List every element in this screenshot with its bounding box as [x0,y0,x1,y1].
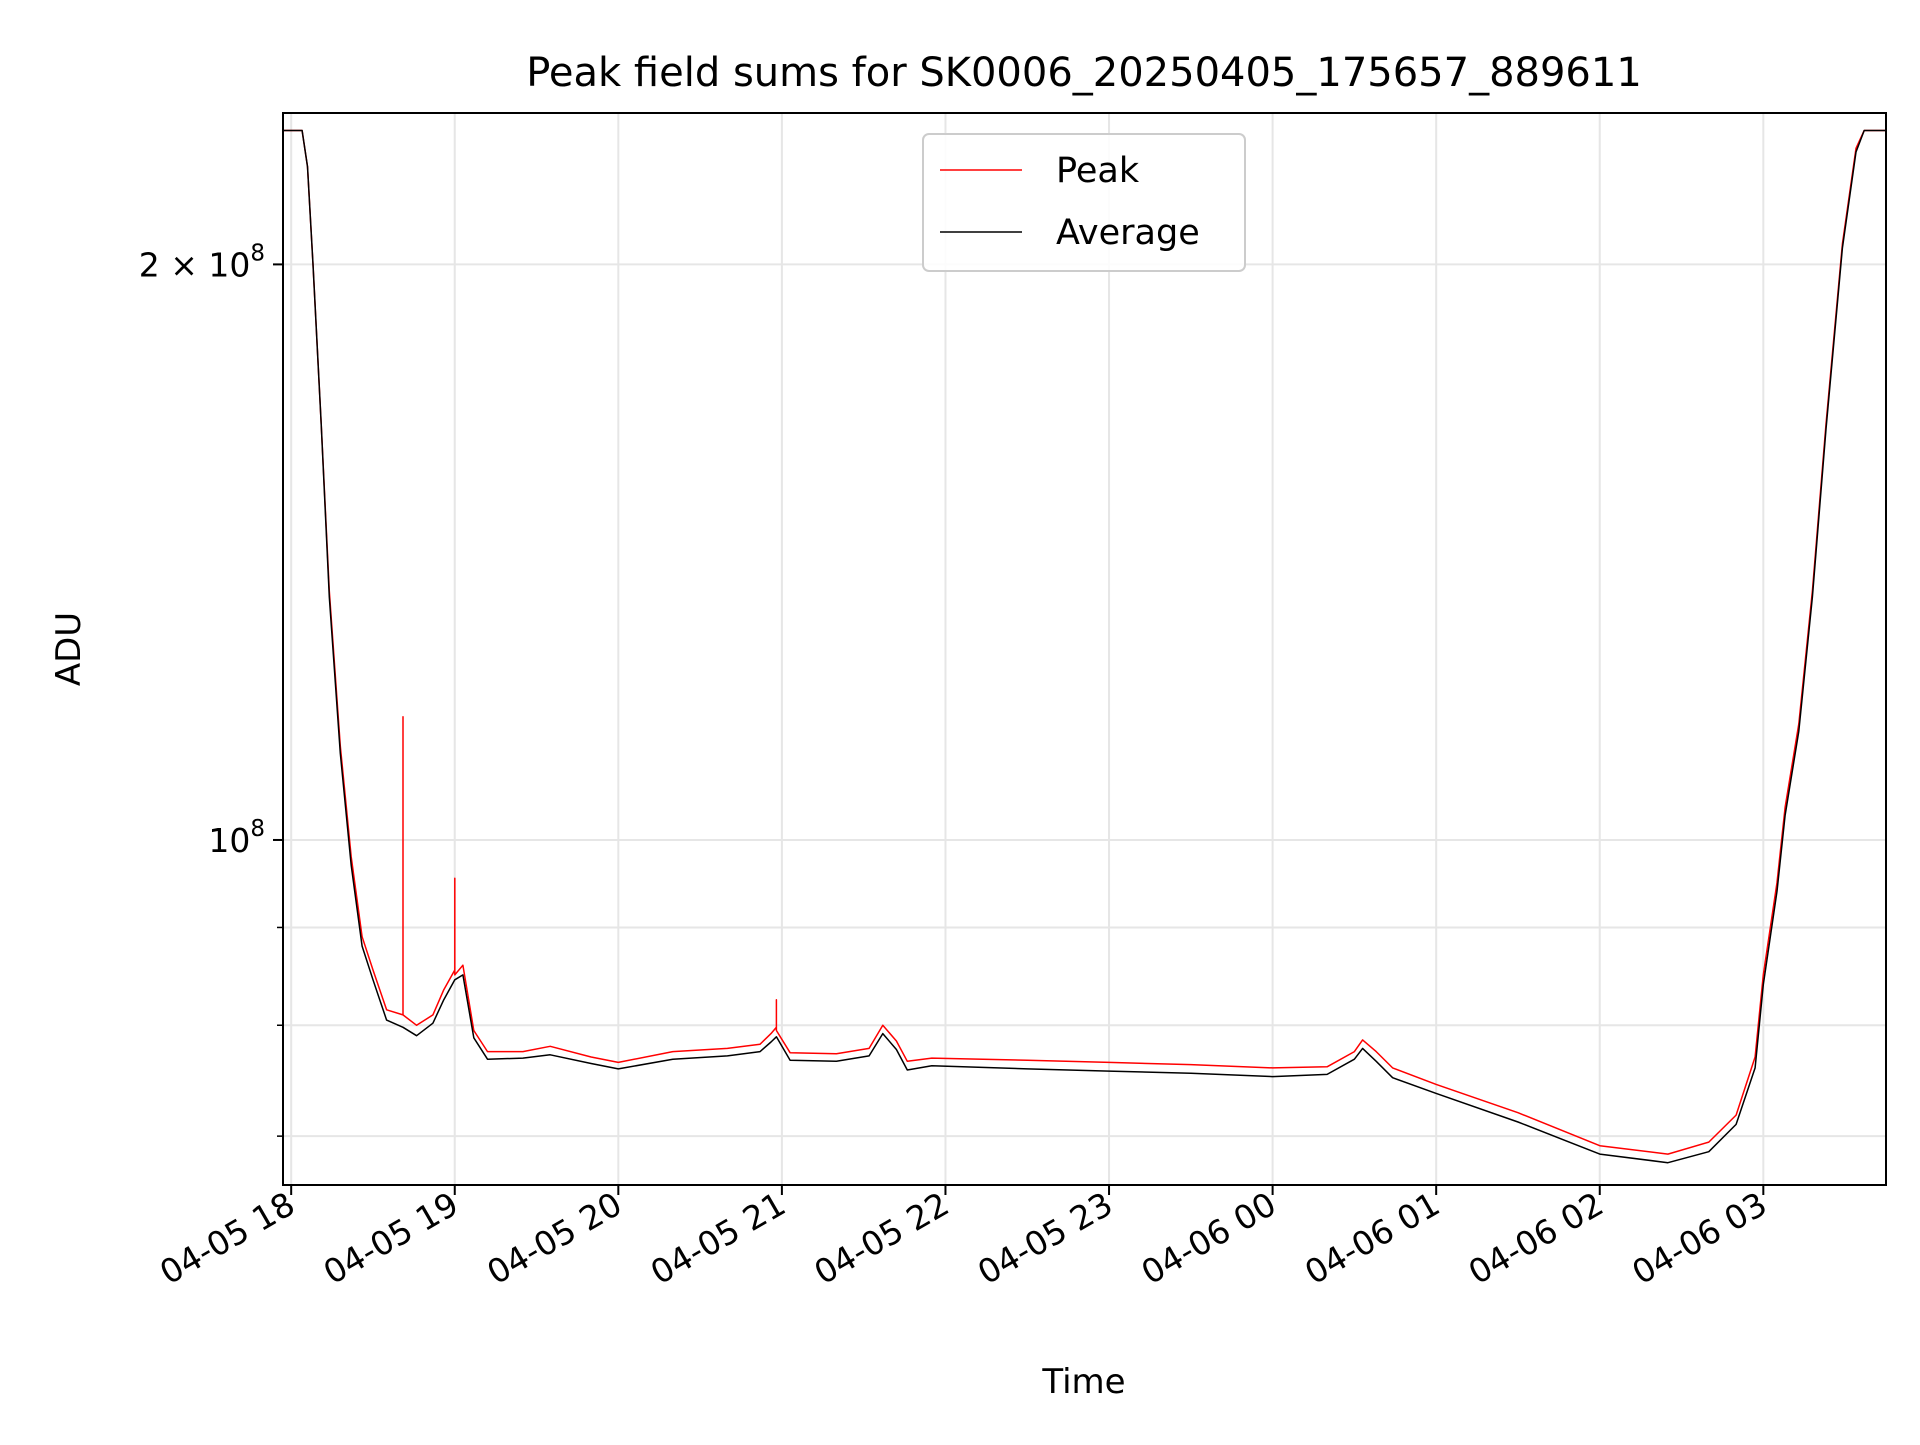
series-layer [283,129,1886,1164]
plot-frame [282,112,1887,1186]
legend-box [922,133,1246,272]
x-axis-label: Time [1041,1362,1125,1402]
legend: Peak Average [922,133,1246,272]
y-tick-label: 108 [208,816,265,860]
series-line-average [283,129,1886,1164]
y-axis-label: ADU [49,612,89,686]
legend-label-average: Average [1056,213,1200,253]
y-tick-label-base: 10 [208,821,250,860]
y-tick-label-base: 2 × 10 [139,245,251,284]
chart-title: Peak field sums for SK0006_20250405_1756… [526,50,1642,96]
y-tick-label-exponent: 8 [250,240,265,266]
y-tick-label-exponent: 8 [250,816,265,842]
y-tick-label: 2 × 108 [139,240,265,284]
plot-area [283,113,1886,1185]
series-line-peak [283,129,1886,1155]
legend-label-peak: Peak [1056,151,1140,191]
